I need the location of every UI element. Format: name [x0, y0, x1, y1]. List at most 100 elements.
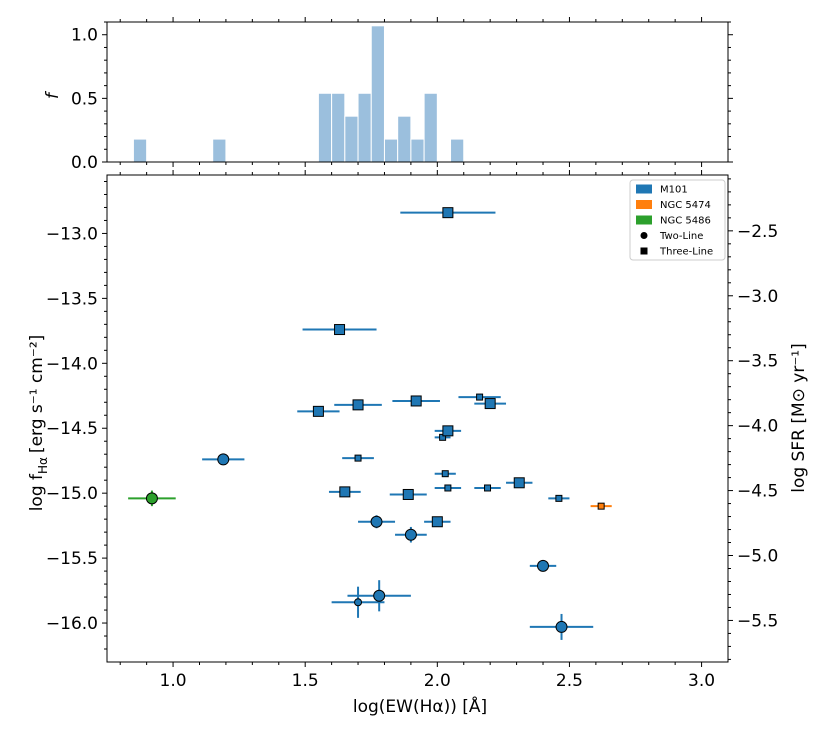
- y-axis-label-prefix: log f: [27, 473, 47, 511]
- y-tick-label: −16.0: [46, 614, 98, 634]
- data-point: [128, 490, 176, 507]
- data-point: [590, 502, 612, 510]
- y-tick-label: −13.5: [46, 289, 98, 309]
- data-point: [297, 405, 340, 417]
- x-tick-label: 1.5: [292, 671, 319, 691]
- histogram-y-tick-label: 0.5: [71, 89, 98, 109]
- data-point: [358, 515, 396, 529]
- data-point: [458, 393, 501, 401]
- histogram-bar: [397, 115, 412, 163]
- x-tick-label: 3.0: [688, 671, 715, 691]
- data-point: [392, 395, 440, 407]
- legend-label: NGC 5486: [660, 216, 711, 227]
- square-marker: [410, 395, 422, 407]
- legend-swatch: [636, 184, 652, 194]
- circle-marker: [370, 515, 383, 528]
- data-point: [529, 559, 557, 572]
- data-point: [334, 399, 382, 411]
- histogram-bar: [344, 115, 359, 163]
- square-marker: [444, 484, 452, 492]
- square-marker: [441, 470, 449, 478]
- histogram-bar: [331, 92, 346, 163]
- square-marker: [555, 494, 563, 502]
- y2-tick-label: −5.0: [737, 547, 778, 567]
- square-marker: [312, 405, 324, 417]
- x-tick-label: 1.0: [160, 671, 187, 691]
- histogram-bar: [423, 92, 438, 163]
- histogram-bar: [383, 138, 399, 163]
- histogram-y-tick-label: 0.0: [71, 153, 98, 173]
- square-marker: [442, 207, 454, 219]
- square-marker: [339, 486, 351, 498]
- square-marker: [431, 516, 443, 528]
- data-point: [347, 580, 411, 612]
- data-point: [342, 454, 374, 462]
- data-point: [506, 477, 533, 489]
- square-marker: [597, 502, 605, 510]
- y-axis-label-subscript: Hα: [36, 457, 50, 474]
- circle-marker: [373, 589, 386, 602]
- y2-tick-label: −2.5: [737, 222, 778, 242]
- circle-marker: [555, 620, 568, 633]
- square-marker: [352, 399, 364, 411]
- data-point: [302, 324, 377, 336]
- y2-tick-label: −4.0: [737, 417, 778, 437]
- x-tick-label: 2.5: [556, 671, 583, 691]
- circle-marker: [404, 528, 417, 541]
- square-marker: [354, 454, 362, 462]
- square-marker: [484, 484, 492, 492]
- histogram-bar: [410, 138, 425, 163]
- x-axis-label: log(EW(Hα)) [Å]: [353, 695, 487, 717]
- data-point: [434, 470, 456, 478]
- histogram-bar: [132, 138, 148, 163]
- y-tick-label: −14.0: [46, 354, 98, 374]
- histogram-bar: [450, 138, 465, 163]
- data-point: [548, 494, 570, 502]
- scatter-points: [128, 207, 612, 640]
- legend-circle-marker: [640, 232, 648, 239]
- y2-tick-label: −5.5: [737, 611, 778, 631]
- data-point: [389, 488, 427, 500]
- y-axis-label: log fHα [erg s⁻¹ cm⁻²]: [27, 335, 50, 512]
- y2-tick-label: −3.0: [737, 287, 778, 307]
- legend-swatch: [636, 200, 652, 209]
- legend-label: Two-Line: [659, 231, 703, 242]
- histogram-frame: [106, 21, 729, 163]
- legend-label: Three-Line: [659, 247, 713, 258]
- square-marker: [513, 477, 525, 489]
- data-point: [474, 484, 501, 492]
- circle-marker: [145, 492, 158, 505]
- histogram-bar: [212, 138, 227, 163]
- data-point: [395, 526, 427, 543]
- y2-tick-label: −4.5: [737, 482, 778, 502]
- histogram-axes: 0.0 0.5 1.0: [71, 17, 733, 173]
- histogram-y-label: f: [43, 90, 63, 99]
- legend-swatch: [636, 215, 652, 225]
- histogram-bar: [370, 25, 385, 163]
- legend-frame: [629, 179, 726, 261]
- data-point: [331, 586, 385, 618]
- data-point: [434, 484, 462, 492]
- square-marker: [402, 488, 414, 500]
- data-point: [328, 486, 361, 498]
- histogram-y-tick-label: 1.0: [71, 26, 98, 46]
- square-marker: [334, 324, 346, 336]
- scatter-frame: [106, 174, 729, 663]
- data-point: [202, 453, 245, 466]
- histogram-bar: [357, 92, 372, 163]
- y-axis-label-units: [erg s⁻¹ cm⁻²]: [27, 335, 47, 453]
- circle-marker: [354, 598, 363, 607]
- y-tick-label: −14.5: [46, 419, 98, 439]
- legend: M101 NGC 5474 NGC 5486 Two-Line Three-Line: [629, 179, 726, 261]
- data-point: [434, 425, 462, 437]
- data-point: [529, 613, 594, 640]
- data-point: [474, 398, 507, 410]
- legend-square-marker: [640, 247, 648, 255]
- x-tick-label: 2.0: [424, 671, 451, 691]
- scatter-axes: 1.0 1.5 2.0 2.5 3.0 −16.0 −15.5 −15.0 −14.5 −14.0…: [46, 170, 778, 691]
- histogram-bar: [317, 92, 333, 163]
- circle-marker: [217, 453, 230, 466]
- square-marker: [476, 393, 484, 401]
- legend-label: NGC 5474: [660, 200, 711, 211]
